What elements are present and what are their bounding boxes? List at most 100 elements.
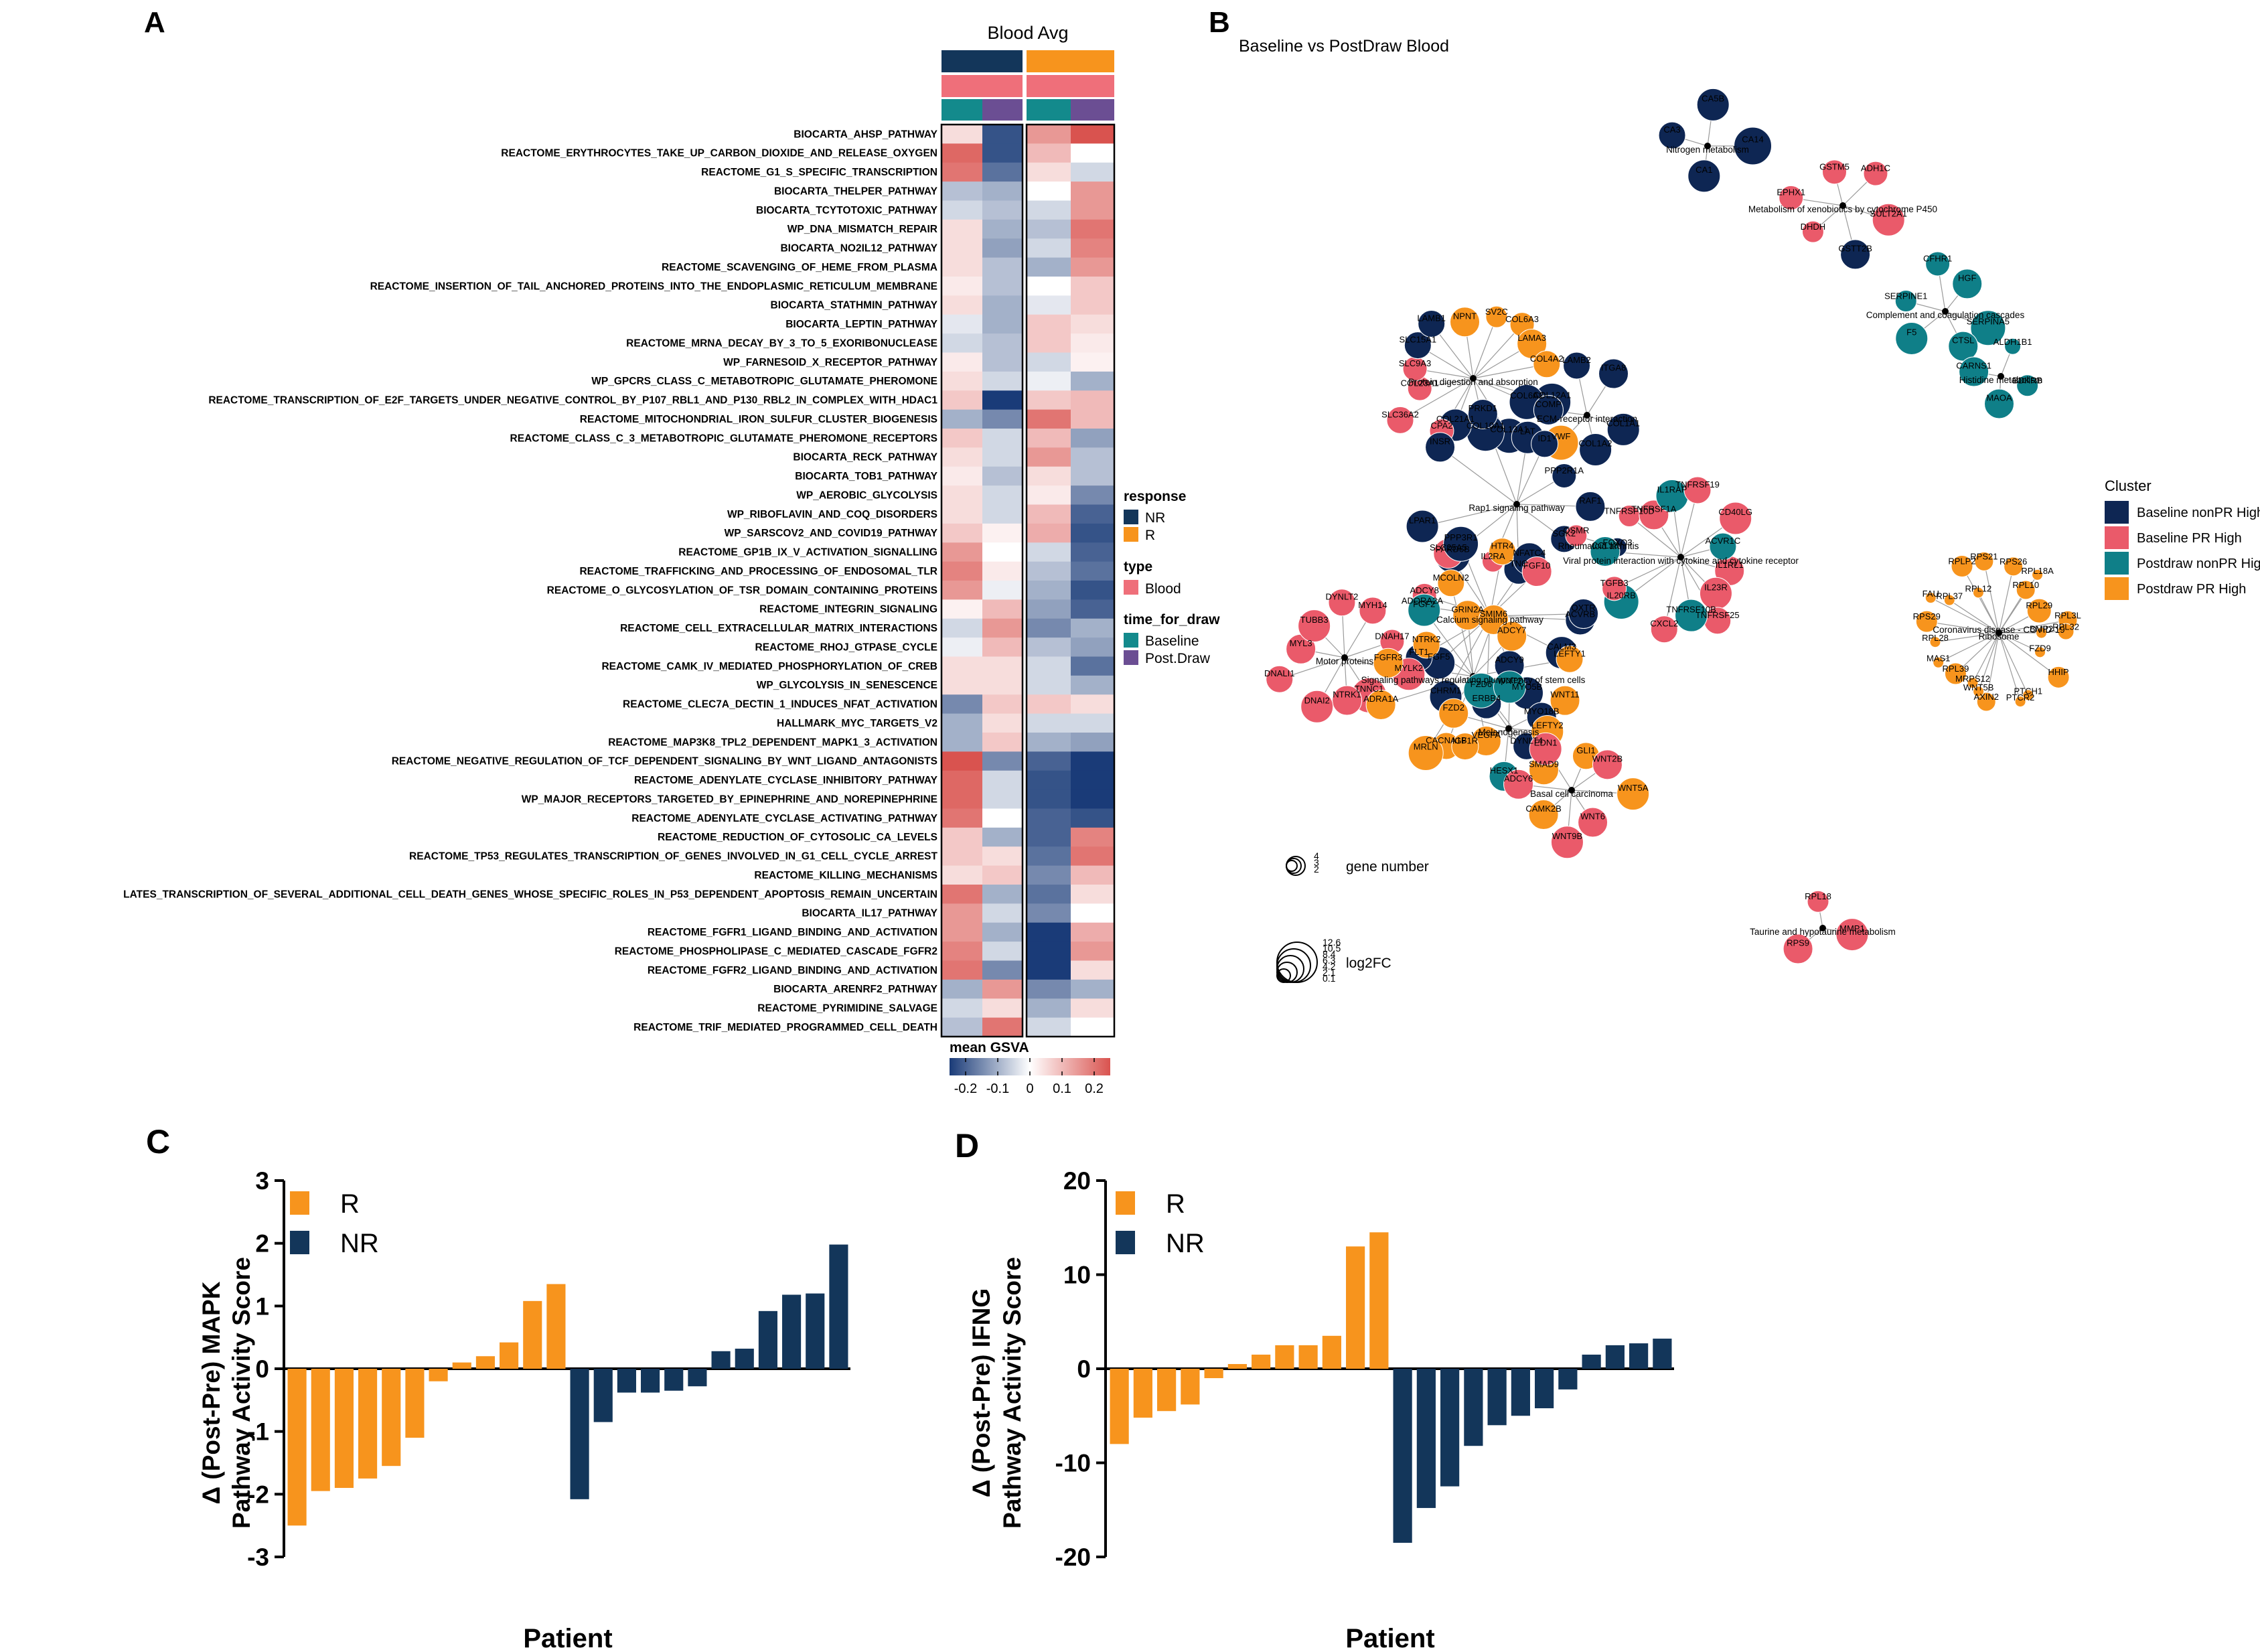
legend-postdraw-swatch [1124,650,1138,665]
heatmap-cell [941,125,982,144]
heatmap-row-label: BIOCARTA_LEPTIN_PATHWAY [785,319,937,330]
heatmap-colorbar: mean GSVA -0.2 -0.1 0 0.1 0.2 [950,1040,1110,1096]
heatmap-cell [1027,581,1071,600]
panel-d-legend-nr-swatch [1116,1231,1135,1254]
gene-label: CXCL2 [1650,619,1678,629]
bar-nr [1535,1369,1554,1409]
bar-nr [593,1369,613,1422]
heatmap-cell [941,675,982,695]
mapk-bar-chart: -3 -2 -1 0 1 2 3 [247,1167,850,1571]
gene-label: VEGFA [1472,730,1501,740]
heatmap-cell [982,827,1023,847]
network-edges [1279,104,2068,950]
gene-label: RPL18 [1805,891,1831,901]
gene-label: DNALI1 [1264,668,1295,678]
gene-node [1650,615,1678,644]
gene-node [1709,532,1737,560]
heatmap-cell [982,656,1023,676]
gene-label: DYNLT4 [1510,735,1543,745]
heatmap-row-label: REACTOME_MAP3K8_TPL2_DEPENDENT_MAPK1_3_A… [608,737,937,748]
bar-r [1346,1246,1365,1369]
heatmap-cell [1027,865,1071,885]
heatmap-row-label: BIOCARTA_NO2IL12_PATHWAY [780,243,937,254]
heatmap-cell [1027,694,1071,715]
heatmap-row-label: WP_RIBOFLAVIN_AND_COQ_DISORDERS [727,509,937,520]
pathway-hub [1341,654,1348,661]
heatmap-cell [941,865,982,885]
heatmap-cell [982,143,1023,163]
bar-nr [1511,1369,1530,1416]
heatmap-cell [982,542,1023,562]
heatmap-cell [982,561,1023,581]
gene-label: ITGA8 [1601,363,1627,373]
heatmap-cell [941,751,982,771]
heatmap-cell [1071,504,1114,524]
y-tick-label: -3 [247,1544,269,1571]
gene-label: EPHX1 [1777,187,1805,198]
bar-nr [782,1294,802,1369]
pathway-label: Rheumatoid arthritis [1558,541,1639,551]
y-tick-label: 0 [1077,1355,1091,1383]
cluster-legend: Cluster Baseline nonPR High Baseline PR … [2105,477,2260,600]
gene-node [1929,636,1941,648]
gene-label: COMP [1535,399,1562,409]
heatmap-cell [1071,466,1114,486]
cluster-label-postdraw-pr: Postdraw PR High [2137,582,2246,597]
gene-label: RPL39 [1943,664,1969,674]
heatmap-cell [1027,125,1071,144]
gene-node [1437,569,1465,597]
heatmap-cell [1027,504,1071,524]
y-tick-label: 3 [255,1167,269,1195]
gene-node [1365,690,1396,721]
gene-label: PTCR2 [2006,692,2035,702]
annotation-type [941,75,982,97]
pathway-label: Histidine metabolism [1959,375,2043,385]
legend-baseline-label: Baseline [1145,633,1199,649]
gene-number-tick-2: 3 [1314,857,1319,868]
gene-label: RPLP2 [1948,556,1975,566]
gene-label: RPL10 [2012,580,2039,590]
panel-d-xlabel: Patient [1345,1624,1434,1652]
heatmap-cell [1071,846,1114,867]
heatmap-row-label: LATES_TRANSCRIPTION_OF_SEVERAL_ADDITIONA… [123,889,937,900]
gene-label: AXIN2 [1973,692,1999,702]
log2fc-tick: 4.2 [1323,961,1336,972]
heatmap-cell [982,125,1023,144]
gene-label: FGF2 [1413,599,1435,609]
panel-b: B Baseline vs PostDraw Blood CA14CA1CA3C… [1209,6,2260,984]
heatmap-cell [941,143,982,163]
gene-node [1550,826,1584,859]
heatmap-cell [1027,162,1071,182]
gene-label: EDN1 [1534,738,1558,748]
heatmap-cell [982,675,1023,695]
colorbar-ticks: -0.2 -0.1 0 0.1 0.2 [954,1058,1104,1096]
gene-label: FZD9 [2029,643,2051,653]
network-edge [1930,597,2000,633]
gene-node [1531,430,1559,458]
gene-node [1266,665,1294,693]
gene-label: CHRM1 [1430,685,1461,695]
heatmap-cell [941,618,982,638]
gene-node [1552,463,1577,488]
gene-node [1959,356,1989,387]
log2fc-circle-1 [1276,942,1318,983]
gene-label: FZD2 [1442,702,1464,712]
pathway-hub [1819,925,1826,931]
heatmap-cell [982,314,1023,334]
heatmap-cell [982,637,1023,658]
panel-c-legend-r-label: R [340,1189,360,1219]
legend-nr-swatch [1124,510,1138,524]
heatmap-cell [941,504,982,524]
y-tick-label: 2 [255,1230,269,1258]
gene-node [1915,610,1938,633]
legend-postdraw-label: Post.Draw [1145,651,1211,666]
heatmap-cell [1027,277,1071,296]
gene-label: RPL3L [2054,610,2081,620]
gene-node [1598,358,1629,389]
gene-node [2022,689,2034,701]
heatmap-row-label: HALLMARK_MYC_TARGETS_V2 [777,718,937,729]
heatmap-cell [982,429,1023,448]
heatmap-cell [941,466,982,486]
gene-label: SV2C [1485,307,1508,317]
gene-label: PPP3R1 [1444,532,1478,542]
